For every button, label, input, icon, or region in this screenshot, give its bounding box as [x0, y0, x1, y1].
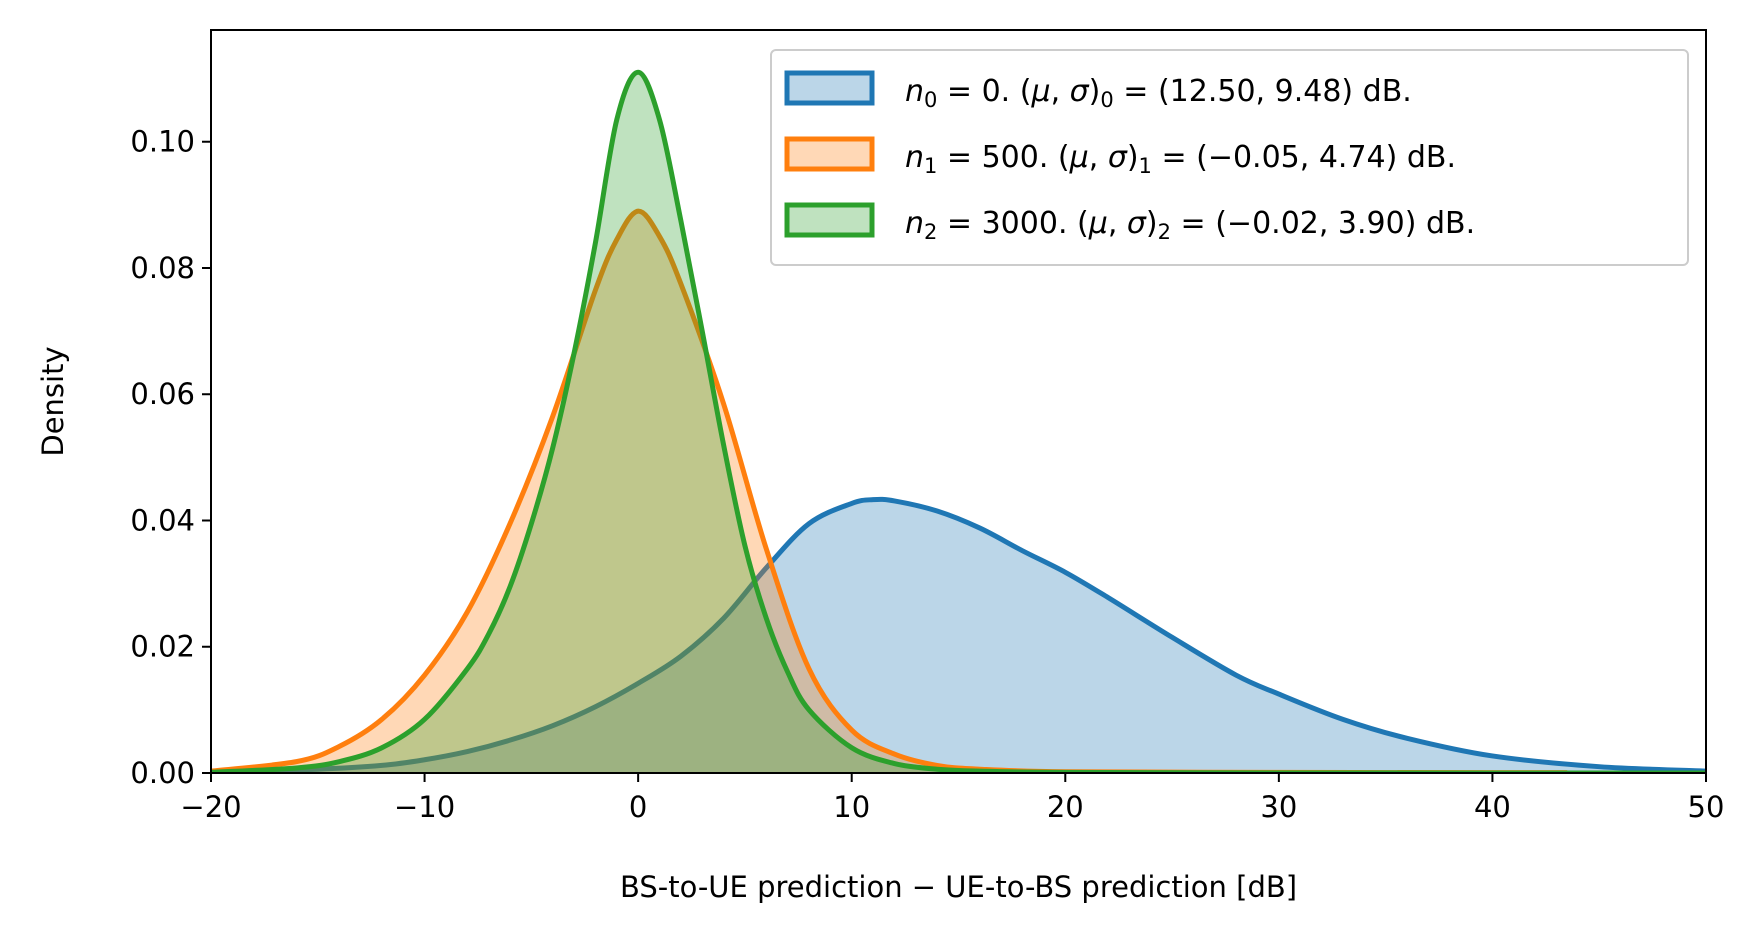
y-tick-label: 0.06 — [130, 377, 195, 411]
x-tick-label: 0 — [629, 790, 647, 824]
legend-swatch-1 — [784, 136, 875, 172]
legend-entry-2: n2 = 3000. (μ, σ)2 = (−0.02, 3.90) dB. — [905, 206, 1475, 244]
x-tick-label: −20 — [180, 790, 241, 824]
series-0-line — [211, 496, 1706, 773]
x-axis-label: BS-to-UE prediction − UE-to-BS predictio… — [620, 870, 1297, 904]
x-tick-label: 30 — [1260, 790, 1297, 824]
series-2-area — [211, 72, 1706, 773]
legend-entry-1: n1 = 500. (μ, σ)1 = (−0.05, 4.74) dB. — [905, 140, 1456, 178]
x-tick-label: −10 — [394, 790, 455, 824]
series-2-line — [211, 69, 1706, 773]
x-tick-label: 20 — [1047, 790, 1084, 824]
y-tick-label: 0.04 — [130, 503, 195, 537]
axis-ticks: −20 −10 0 10 20 30 40 50 0.00 0.02 0.04 0.06 0.08 0.1… — [130, 125, 1724, 824]
legend-swatch-2 — [784, 202, 875, 238]
y-tick-label: 0.10 — [130, 125, 195, 159]
y-tick-label: 0.00 — [130, 756, 195, 790]
x-tick-label: 10 — [833, 790, 870, 824]
y-tick-label: 0.08 — [130, 251, 195, 285]
series-0-area — [211, 499, 1706, 773]
y-axis-label: Density — [36, 346, 70, 456]
legend: n0 = 0. (μ, σ)0 = (12.50, 9.48) dB. n1 = … — [770, 49, 1689, 266]
plot-area — [211, 69, 1706, 773]
series-1-area — [211, 211, 1568, 773]
legend-swatch-0 — [784, 70, 875, 106]
legend-box — [770, 49, 1689, 266]
x-tick-label: 50 — [1688, 790, 1725, 824]
axes-frame — [210, 29, 1707, 774]
y-tick-label: 0.02 — [130, 630, 195, 664]
legend-entry-0: n0 = 0. (μ, σ)0 = (12.50, 9.48) dB. — [905, 74, 1412, 112]
x-tick-label: 40 — [1474, 790, 1511, 824]
